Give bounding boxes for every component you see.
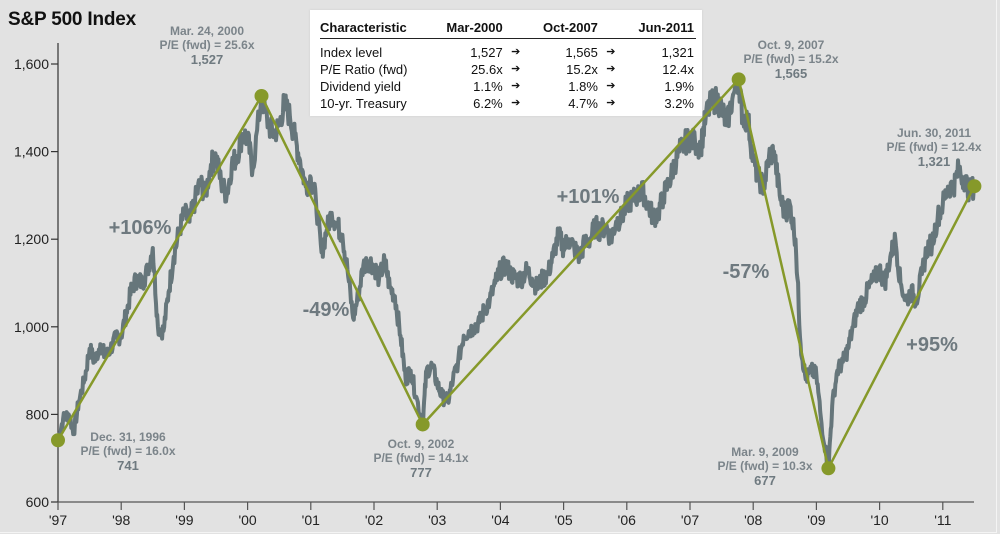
arrow-right-icon: ➔ — [606, 63, 616, 75]
row-label: 10-yr. Treasury — [320, 96, 407, 111]
x-tick-label: '03 — [428, 512, 446, 528]
arrow-right-icon: ➔ — [511, 63, 521, 75]
annotation-pe: P/E (fwd) = 14.1x — [373, 451, 468, 465]
arrow-right-icon: ➔ — [606, 80, 616, 92]
annotation-value: 741 — [117, 458, 139, 473]
annotation-value: 777 — [410, 465, 432, 480]
annotation-value: 1,527 — [191, 52, 224, 67]
annotation-pe: P/E (fwd) = 16.0x — [80, 444, 175, 458]
turning-point-marker — [967, 179, 982, 194]
table-row: 10-yr. Treasury 6.2% ➔ 4.7% ➔ 3.2% — [320, 95, 696, 112]
series-layer — [56, 76, 977, 471]
value-jun-2011: 3.2% — [664, 96, 694, 111]
x-tick-label: '09 — [807, 512, 825, 528]
y-tick-label: 1,400 — [14, 144, 49, 160]
percent-change-layer: +106% -49% +101% -57% +95% — [109, 186, 958, 356]
y-tick-label: 1,600 — [14, 56, 49, 72]
y-tick-label: 1,200 — [14, 231, 49, 247]
value-mar-2000: 1,527 — [470, 45, 503, 60]
x-tick-label: '07 — [681, 512, 699, 528]
table-row: Index level 1,527 ➔ 1,565 ➔ 1,321 — [320, 39, 696, 62]
trend-line — [56, 76, 976, 472]
value-jun-2011: 1.9% — [664, 79, 694, 94]
arrow-right-icon: ➔ — [511, 46, 521, 58]
annotation-value: 677 — [754, 473, 776, 488]
table-row: P/E Ratio (fwd) 25.6x ➔ 15.2x ➔ 12.4x — [320, 61, 696, 78]
percent-change-label: +95% — [906, 334, 958, 356]
y-tick-label: 800 — [26, 406, 50, 422]
percent-change-label: +106% — [109, 217, 172, 239]
value-jun-2011: 1,321 — [661, 45, 694, 60]
turning-point-marker — [51, 433, 65, 448]
characteristics-table: Characteristic Mar-2000 Oct-2007 Jun-201… — [320, 18, 696, 112]
y-tick-label: 1,000 — [14, 319, 49, 335]
header-mar-2000: Mar-2000 — [431, 18, 505, 39]
arrow-right-icon: ➔ — [606, 46, 616, 58]
value-mar-2000: 25.6x — [470, 62, 503, 77]
row-label: P/E Ratio (fwd) — [320, 62, 408, 77]
x-tick-label: '01 — [302, 512, 320, 528]
header-jun-2011: Jun-2011 — [623, 18, 696, 39]
x-tick-label: '97 — [49, 512, 67, 528]
value-oct-2007: 15.2x — [566, 62, 598, 77]
axes: 600 800 1,000 1,200 1,400 1,600 '97 '98 '99 '00 '0… — [14, 43, 974, 528]
row-label: Dividend yield — [320, 79, 401, 94]
turning-point-marker — [415, 417, 430, 432]
annotation-date: Oct. 9, 2002 — [388, 437, 455, 451]
annotation-date: Jun. 30, 2011 — [897, 126, 971, 140]
annotation-date: Oct. 9, 2007 — [758, 38, 825, 52]
value-mar-2000: 1.1% — [473, 79, 503, 94]
annotation-pe: P/E (fwd) = 12.4x — [886, 140, 981, 154]
sp500-index-line — [56, 76, 977, 471]
x-tick-label: '06 — [618, 512, 636, 528]
turning-point-marker — [254, 88, 269, 103]
value-oct-2007: 1.8% — [568, 79, 598, 94]
x-tick-label: '10 — [870, 512, 888, 528]
x-tick-label: '00 — [238, 512, 256, 528]
x-tick-label: '02 — [365, 512, 383, 528]
x-tick-label: '99 — [175, 512, 193, 528]
header-oct-2007: Oct-2007 — [528, 18, 600, 39]
arrow-right-icon: ➔ — [511, 80, 521, 92]
annotation-date: Mar. 24, 2000 — [170, 24, 244, 38]
chart-title: S&P 500 Index — [8, 9, 137, 30]
characteristics-table-box: Characteristic Mar-2000 Oct-2007 Jun-201… — [310, 10, 702, 116]
value-oct-2007: 4.7% — [568, 96, 598, 111]
x-tick-label: '04 — [491, 512, 509, 528]
turning-point-marker — [731, 72, 746, 87]
x-tick-label: '08 — [744, 512, 762, 528]
annotation-value: 1,565 — [775, 66, 808, 81]
x-tick-label: '05 — [554, 512, 572, 528]
table-row: Dividend yield 1.1% ➔ 1.8% ➔ 1.9% — [320, 78, 696, 95]
turning-point-marker — [821, 461, 836, 476]
value-jun-2011: 12.4x — [662, 62, 694, 77]
annotation-date: Dec. 31, 1996 — [90, 430, 166, 444]
annotation-pe: P/E (fwd) = 15.2x — [743, 52, 838, 66]
annotation-pe: P/E (fwd) = 10.3x — [717, 459, 812, 473]
value-oct-2007: 1,565 — [565, 45, 598, 60]
trend-layer — [51, 72, 982, 476]
percent-change-label: -57% — [723, 261, 770, 283]
percent-change-label: -49% — [303, 299, 350, 321]
arrow-right-icon: ➔ — [511, 97, 521, 109]
annotation-date: Mar. 9, 2009 — [731, 445, 799, 459]
arrow-right-icon: ➔ — [606, 97, 616, 109]
percent-change-label: +101% — [557, 186, 620, 208]
value-mar-2000: 6.2% — [473, 96, 503, 111]
header-characteristic: Characteristic — [320, 18, 432, 39]
x-tick-label: '98 — [112, 512, 130, 528]
annotation-pe: P/E (fwd) = 25.6x — [159, 38, 254, 52]
x-tick-label: '11 — [934, 512, 951, 528]
row-label: Index level — [320, 45, 383, 60]
table-header-row: Characteristic Mar-2000 Oct-2007 Jun-201… — [320, 18, 696, 39]
annotation-value: 1,321 — [918, 154, 951, 169]
y-tick-label: 600 — [26, 494, 50, 510]
